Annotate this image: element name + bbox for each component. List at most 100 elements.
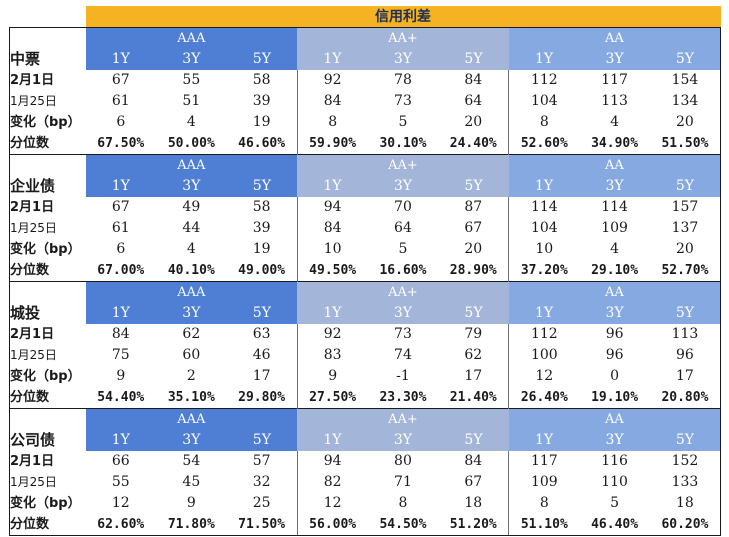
value-cell: 92 bbox=[296, 70, 368, 91]
value-cell: 134 bbox=[649, 91, 721, 112]
rating-group-header: AA+ bbox=[297, 27, 509, 49]
value-cell: 60.20% bbox=[649, 514, 721, 536]
value-cell: 55 bbox=[182, 72, 201, 88]
value-cell: 51.10% bbox=[508, 514, 580, 536]
tenor-header: 3Y bbox=[156, 49, 227, 70]
value-cell: 28.90% bbox=[449, 263, 497, 278]
tenor-header: 1Y bbox=[85, 176, 157, 197]
value-cell: 64 bbox=[394, 220, 412, 236]
row-label: 1月25日 bbox=[9, 472, 86, 493]
tenor-header: 1Y bbox=[297, 430, 368, 451]
value-cell: 39 bbox=[252, 93, 271, 109]
value-cell: 58 bbox=[252, 72, 271, 88]
value-cell: 84 bbox=[464, 72, 483, 88]
value-cell: 84 bbox=[464, 453, 483, 469]
tenor-header: 5Y bbox=[649, 303, 721, 324]
data-row-current: 2月1日 84 62 63 92 73 79 112 96 113 bbox=[9, 324, 721, 345]
value-cell: 17 bbox=[649, 366, 721, 387]
value-cell: 74 bbox=[394, 347, 412, 363]
value-cell: 12 bbox=[296, 493, 368, 514]
value-cell: 61 bbox=[111, 220, 130, 236]
tenor-header: 5Y bbox=[649, 49, 721, 70]
tenor-header: 5Y bbox=[649, 176, 721, 197]
value-cell: 52.70% bbox=[649, 260, 721, 282]
value-cell: 40.10% bbox=[167, 263, 215, 278]
tenor-header: 3Y bbox=[156, 430, 227, 451]
value-cell: 96 bbox=[605, 347, 624, 363]
rating-group-header: AA bbox=[508, 281, 721, 303]
value-cell: 50.00% bbox=[167, 136, 215, 151]
value-cell: 110 bbox=[601, 474, 628, 490]
value-cell: 25 bbox=[252, 495, 271, 511]
value-cell: 23.30% bbox=[379, 390, 427, 405]
tenor-header: 5Y bbox=[226, 176, 298, 197]
value-cell: 100 bbox=[508, 345, 580, 366]
tenor-header: 1Y bbox=[508, 430, 580, 451]
tenor-header: 5Y bbox=[226, 303, 298, 324]
value-cell: 61 bbox=[111, 93, 130, 109]
value-cell: 75 bbox=[111, 347, 130, 363]
title-spacer bbox=[9, 6, 86, 28]
value-cell: 82 bbox=[296, 472, 368, 493]
value-cell: 67 bbox=[464, 220, 483, 236]
rating-group-header: AAA bbox=[85, 281, 298, 303]
row-label: 分位数 bbox=[9, 260, 86, 282]
value-cell: 57 bbox=[252, 453, 271, 469]
value-cell: 71.80% bbox=[156, 514, 227, 536]
value-cell: 19.10% bbox=[591, 390, 639, 405]
value-cell: 56.00% bbox=[296, 514, 368, 536]
value-cell: -1 bbox=[396, 368, 410, 384]
section-label: 中票 bbox=[9, 27, 86, 70]
value-cell: 117 bbox=[601, 72, 628, 88]
value-cell: 67.50% bbox=[97, 136, 145, 151]
tenor-header: 3Y bbox=[156, 176, 227, 197]
value-cell: 59.90% bbox=[296, 133, 368, 155]
value-cell: 0 bbox=[610, 368, 620, 384]
value-cell: 5 bbox=[398, 241, 408, 257]
rating-group-header: AAA bbox=[85, 27, 298, 49]
value-cell: 34.90% bbox=[591, 136, 639, 151]
value-cell: 30.10% bbox=[379, 136, 427, 151]
value-cell: 4 bbox=[186, 114, 196, 130]
row-label: 2月1日 bbox=[9, 324, 86, 345]
value-cell: 152 bbox=[649, 451, 721, 472]
value-cell: 66 bbox=[111, 453, 130, 469]
value-cell: 29.80% bbox=[238, 390, 286, 405]
section-group-header-row: 城投 AAA AA+ AA bbox=[9, 281, 721, 324]
section-label: 城投 bbox=[9, 281, 86, 324]
value-cell: 19 bbox=[252, 241, 271, 257]
row-label: 分位数 bbox=[9, 387, 86, 409]
row-label: 变化（bp） bbox=[9, 366, 86, 387]
value-cell: 20 bbox=[464, 114, 483, 130]
value-cell: 71 bbox=[394, 474, 412, 490]
data-row-change: 变化（bp） 6 4 19 8 5 20 8 4 20 bbox=[9, 112, 721, 133]
value-cell: 109 bbox=[508, 472, 580, 493]
section-group-header-row: 中票 AAA AA+ AA bbox=[9, 27, 721, 70]
value-cell: 157 bbox=[649, 197, 721, 218]
value-cell: 51.50% bbox=[649, 133, 721, 155]
value-cell: 46.40% bbox=[579, 514, 650, 536]
value-cell: 78 bbox=[394, 72, 412, 88]
data-row-current: 2月1日 67 55 58 92 78 84 112 117 154 bbox=[9, 70, 721, 91]
rating-group-header: AA+ bbox=[297, 281, 509, 303]
value-cell: 80 bbox=[394, 453, 412, 469]
value-cell: 17 bbox=[464, 368, 483, 384]
value-cell: 67.00% bbox=[97, 263, 145, 278]
tenor-header: 1Y bbox=[85, 303, 157, 324]
data-row-previous: 1月25日 61 44 39 84 64 67 104 109 137 bbox=[9, 218, 721, 239]
value-cell: 96 bbox=[649, 345, 721, 366]
value-cell: 62.60% bbox=[85, 514, 157, 536]
value-cell: 49.50% bbox=[296, 260, 368, 282]
rating-group-header: AA+ bbox=[297, 154, 509, 176]
tenor-header: 3Y bbox=[579, 176, 650, 197]
value-cell: 84 bbox=[111, 326, 130, 342]
tenor-header: 3Y bbox=[579, 430, 650, 451]
data-row-change: 变化（bp） 12 9 25 12 8 18 8 5 18 bbox=[9, 493, 721, 514]
tenor-header-row: 1Y 3Y 5Y 1Y 3Y 5Y 1Y 3Y 5Y bbox=[10, 49, 721, 70]
tenor-header-row: 1Y 3Y 5Y 1Y 3Y 5Y 1Y 3Y 5Y bbox=[10, 176, 721, 197]
value-cell: 8 bbox=[296, 112, 368, 133]
tenor-header: 1Y bbox=[297, 303, 368, 324]
value-cell: 9 bbox=[186, 495, 196, 511]
value-cell: 8 bbox=[508, 112, 580, 133]
value-cell: 45 bbox=[182, 474, 201, 490]
